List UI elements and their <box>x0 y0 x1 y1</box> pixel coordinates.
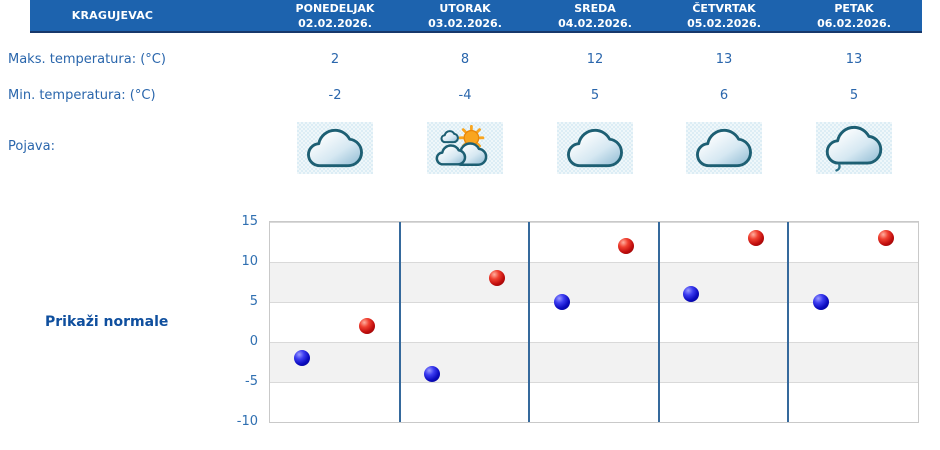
chart-day-separator <box>398 222 401 422</box>
day-header-ponedeljak: PONEDELJAK 02.02.2026. <box>270 0 400 33</box>
chart-day-separator <box>528 222 531 422</box>
city-name: KRAGUJEVAC <box>71 9 154 22</box>
day-header-utorak: UTORAK 03.02.2026. <box>400 0 530 33</box>
cloudy-icon <box>297 122 373 174</box>
chart-dot-min-2 <box>553 294 570 310</box>
day-date: 03.02.2026. <box>428 16 502 30</box>
y-axis-tick: 5 <box>249 294 258 309</box>
phenomenon-cell-4 <box>789 121 919 175</box>
y-axis-tick: -10 <box>236 414 258 429</box>
chart-yticks: 15 10 5 0 -5 -10 <box>228 214 258 429</box>
chart-dot-max-0 <box>359 318 376 334</box>
y-axis-tick: -5 <box>245 374 258 389</box>
chart-day-separator <box>657 222 660 422</box>
day-date: 02.02.2026. <box>298 16 372 30</box>
phenomenon-cell-2 <box>530 121 660 175</box>
max-temp-value-1: 8 <box>460 52 470 67</box>
day-date: 05.02.2026. <box>687 16 761 30</box>
cloudy-icon <box>686 122 762 174</box>
max-temp-value-0: 2 <box>330 52 340 67</box>
chart-dot-min-1 <box>424 366 440 382</box>
phenomenon-label: Pojava: <box>8 139 55 154</box>
phenomenon-cell-1 <box>400 121 530 175</box>
max-temp-label: Maks. temperatura: (°C) <box>8 52 166 67</box>
chart-dot-max-2 <box>618 238 635 254</box>
day-name: PONEDELJAK <box>295 2 375 16</box>
show-normals-link[interactable]: Prikaži normale <box>45 314 169 330</box>
cloud-drizzle-icon <box>816 122 892 174</box>
max-temp-value-4: 13 <box>845 52 863 67</box>
day-header-cetvrtak: ČETVRTAK 05.02.2026. <box>659 0 789 33</box>
chart-dot-min-3 <box>683 286 700 302</box>
day-header-sreda: SREDA 04.02.2026. <box>530 0 660 33</box>
min-temp-value-4: 5 <box>849 88 859 103</box>
min-temp-value-1: -4 <box>458 88 472 103</box>
day-date: 06.02.2026. <box>817 16 891 30</box>
chart-day-separator <box>787 222 790 422</box>
day-name: ČETVRTAK <box>692 2 756 16</box>
min-temp-label: Min. temperatura: (°C) <box>8 88 156 103</box>
day-header-petak: PETAK 06.02.2026. <box>789 0 919 33</box>
chart-plot <box>269 221 919 423</box>
phenomenon-cell-3 <box>659 121 789 175</box>
day-name: SREDA <box>574 2 616 16</box>
min-temp-value-2: 5 <box>590 88 600 103</box>
chart-dot-min-0 <box>294 350 311 366</box>
table-header-bar <box>30 0 922 33</box>
y-axis-tick: 0 <box>249 334 258 349</box>
cloudy-icon <box>557 122 633 174</box>
day-name: UTORAK <box>439 2 491 16</box>
chart-dot-min-4 <box>812 294 829 310</box>
day-name: PETAK <box>834 2 874 16</box>
phenomenon-cell-0 <box>270 121 400 175</box>
chart-dot-max-3 <box>748 230 764 246</box>
y-axis-tick: 15 <box>241 214 258 229</box>
chart-dot-max-1 <box>488 270 505 286</box>
partly-cloudy-icon <box>427 122 503 174</box>
min-temp-value-0: -2 <box>328 88 342 103</box>
max-temp-value-2: 12 <box>586 52 604 67</box>
chart-dot-max-4 <box>877 230 894 246</box>
max-temp-value-3: 13 <box>715 52 733 67</box>
y-axis-tick: 10 <box>241 254 258 269</box>
min-temp-value-3: 6 <box>719 88 729 103</box>
day-date: 04.02.2026. <box>558 16 632 30</box>
